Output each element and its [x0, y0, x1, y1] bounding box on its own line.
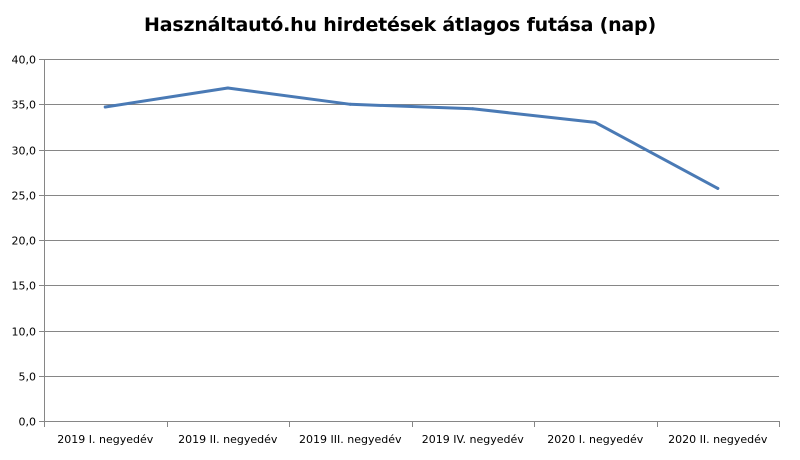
y-tick-label: 15,0: [12, 280, 37, 293]
x-tick-label: 2020 II. negyedév: [668, 433, 768, 446]
x-tick-label: 2019 IV. negyedév: [422, 433, 525, 446]
y-tick-label: 25,0: [12, 190, 37, 203]
data-point: [348, 102, 352, 106]
x-tick-label: 2019 III. negyedév: [299, 433, 402, 446]
x-tick-label: 2020 I. negyedév: [547, 433, 643, 446]
y-tick-label: 20,0: [12, 235, 37, 248]
series-line: [103, 86, 720, 190]
x-tick-label: 2019 II. negyedév: [178, 433, 278, 446]
data-point: [471, 107, 475, 111]
y-tick-label: 0,0: [19, 416, 37, 429]
data-point: [103, 105, 107, 109]
y-tick-label: 35,0: [12, 99, 37, 112]
data-point: [716, 186, 720, 190]
chart-title: Használtautó.hu hirdetések átlagos futás…: [144, 14, 656, 36]
y-tick-label: 5,0: [19, 371, 37, 384]
data-point: [226, 86, 230, 90]
data-point: [593, 120, 597, 124]
y-tick-label: 40,0: [12, 54, 37, 67]
y-tick-label: 30,0: [12, 145, 37, 158]
y-tick-label: 10,0: [12, 326, 37, 339]
x-tick-label: 2019 I. negyedév: [57, 433, 153, 446]
